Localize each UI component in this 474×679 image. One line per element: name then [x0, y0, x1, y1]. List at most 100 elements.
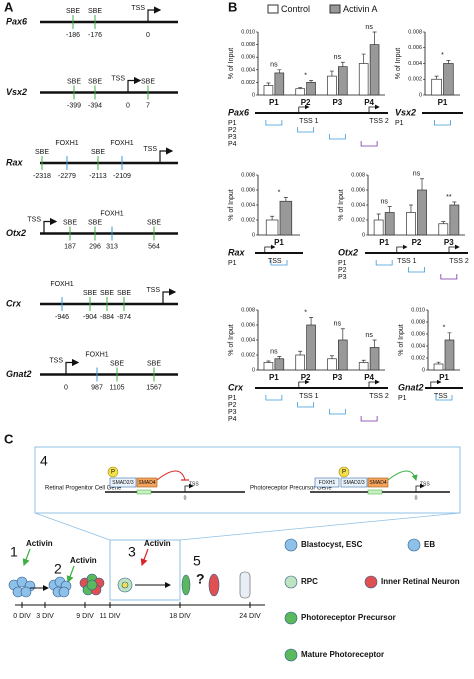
gene-name: Otx2	[6, 228, 26, 238]
phospho	[107, 466, 119, 478]
gene-name: Otx2	[338, 247, 358, 257]
legend-icon	[407, 538, 421, 552]
y-tick-label: 0	[252, 92, 255, 98]
significance: ns	[365, 24, 373, 31]
bar	[406, 212, 416, 236]
error-bar	[340, 61, 345, 67]
phospho	[338, 466, 350, 478]
y-tick-label: 0	[422, 367, 425, 373]
significance: ns	[380, 198, 388, 205]
significance: ns	[413, 171, 421, 178]
gene-name: Pax6	[6, 16, 28, 26]
activation	[387, 470, 418, 481]
y-tick-label: 0.008	[241, 42, 255, 48]
bar	[279, 200, 293, 236]
legend-label: Control	[281, 4, 310, 14]
site-label: SBE	[141, 78, 155, 85]
y-tick-label: 0.006	[241, 55, 255, 61]
x-tick-label: P3	[332, 98, 342, 107]
site-label: TSS	[49, 357, 63, 364]
legend-icon	[364, 575, 378, 589]
error-bar	[420, 178, 425, 190]
zero-label: 0	[415, 495, 418, 501]
site-position: 0	[64, 384, 68, 391]
site-label: SBE	[88, 8, 102, 15]
zero-label: 0	[184, 495, 187, 501]
x-tick-label: P3	[332, 373, 342, 382]
site-label: SBE	[63, 219, 77, 226]
y-tick-label: 0.008	[351, 172, 365, 178]
site-label: FOXH1	[55, 140, 78, 147]
site-position: 0	[126, 102, 130, 109]
legend-label: Mature Photoreceptor	[301, 650, 384, 659]
error-bar	[309, 317, 314, 325]
error-bar	[452, 201, 457, 205]
tss-label: TSS 2	[369, 393, 389, 400]
primer-pair	[435, 395, 453, 401]
tss-label: TSS	[268, 258, 282, 265]
gene-name: Crx	[6, 298, 22, 308]
x-tick-label: P3	[444, 238, 454, 247]
primer-label: P1	[228, 260, 237, 267]
legend-icon	[284, 538, 298, 552]
site-position: 987	[91, 384, 103, 391]
primer-pair	[328, 409, 346, 415]
phospho-label: P	[111, 470, 115, 476]
smad23-label: SMAD2/3	[112, 480, 134, 486]
site-position: -946	[55, 314, 69, 321]
panel-label: A	[4, 0, 14, 14]
y-tick-label: 0.004	[241, 337, 255, 343]
primer-label: P2	[228, 127, 237, 134]
tss-label: TSS	[434, 393, 448, 400]
gene-name: Gnat2	[398, 382, 424, 392]
tss-arrow	[298, 379, 310, 388]
x-tick-label: P1	[439, 373, 449, 382]
legend-swatch	[267, 4, 279, 14]
agent-label: Activin	[70, 556, 97, 565]
panel-label: C	[4, 431, 14, 446]
step3-box	[109, 539, 181, 601]
y-tick-label: 0.002	[408, 77, 422, 83]
site-position: -884	[100, 314, 114, 321]
legend-label: EB	[424, 540, 435, 549]
site-label: TSS	[131, 5, 145, 12]
smad23-box	[109, 477, 137, 488]
site-position: 0	[146, 32, 150, 39]
x-tick-label: P2	[301, 373, 311, 382]
y-tick-label: 0.006	[241, 322, 255, 328]
gene-class: Photoreceptor Precursor Gene	[250, 486, 332, 492]
primer-pair	[434, 120, 451, 126]
tss-arrow	[65, 358, 80, 375]
bar	[373, 219, 384, 236]
x-tick-label: P1	[379, 238, 389, 247]
x-tick-label: P1	[269, 373, 279, 382]
tss-arrow	[368, 379, 380, 388]
legend-label: Blastocyst, ESC	[301, 540, 363, 549]
site-position: -874	[117, 314, 131, 321]
site-position: 1567	[146, 384, 162, 391]
primer-label: P1	[338, 260, 347, 267]
smad4-label: SMAD4	[138, 480, 155, 486]
bar	[443, 63, 454, 96]
x-tick-label: P2	[412, 238, 422, 247]
site-label: TSS	[27, 216, 41, 223]
tss-arrow	[430, 379, 442, 388]
bar	[433, 363, 444, 371]
error-bar	[408, 204, 413, 213]
primer-label: P2	[228, 402, 237, 409]
y-tick-label: 0.008	[408, 29, 422, 35]
primer-label: P2	[338, 267, 347, 274]
y-axis-label: % of Input	[338, 189, 345, 221]
site-label: SBE	[147, 219, 161, 226]
bar	[358, 362, 369, 371]
error-bar	[372, 31, 377, 45]
zoom-lines	[34, 512, 461, 541]
site-label: TSS	[146, 287, 160, 294]
tss-arrow	[159, 147, 174, 163]
site-position: 296	[89, 243, 101, 250]
smad23-box	[340, 477, 368, 488]
question-mark: ?	[196, 571, 205, 587]
foxh1-box	[314, 477, 340, 488]
primer-label: P1	[398, 395, 407, 402]
